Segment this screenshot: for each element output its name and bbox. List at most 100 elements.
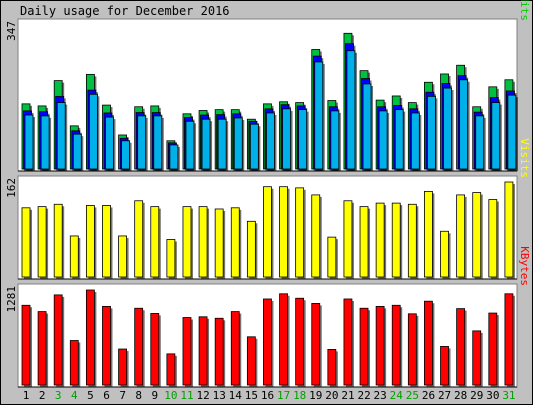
legend-part: Hits <box>518 0 531 21</box>
bar-visits-day-25 <box>407 203 417 278</box>
bar-pages-day-8 <box>137 115 147 170</box>
bar-pages-day-3 <box>56 102 66 170</box>
bar-kbytes-day-17 <box>279 293 288 386</box>
bar-visits-day-12 <box>198 206 208 278</box>
panel-2: 162 Visits <box>5 138 531 280</box>
bar-visits-day-13 <box>214 208 224 278</box>
bar-kbytes-day-11 <box>182 317 192 386</box>
bar-kbytes-day-31 <box>504 293 514 386</box>
panel-3: 1281 KBytes <box>5 246 531 388</box>
y-max-label: 1281 <box>5 286 18 313</box>
bar-pages-day-15 <box>249 123 259 170</box>
bar-kbytes-day-16 <box>263 298 272 386</box>
bar-pages-day-2 <box>40 115 50 170</box>
tick-label-day-5: 5 <box>87 389 94 402</box>
bar-kbytes-day-27 <box>440 346 449 386</box>
tick-label-day-21: 21 <box>341 389 354 402</box>
bar-visits-day-28 <box>456 194 466 278</box>
bar-pages-day-14 <box>233 117 243 170</box>
bar-pages-day-9 <box>153 115 163 170</box>
bar-kbytes-day-1 <box>21 304 31 386</box>
bar-kbytes-day-14 <box>230 311 240 386</box>
bar-visits-day-11 <box>182 206 192 278</box>
bar-kbytes-day-21 <box>343 298 353 386</box>
bar-visits-day-1 <box>21 207 31 278</box>
legend-part: KBytes <box>518 246 531 286</box>
bar-visits-day-29 <box>472 192 482 278</box>
tick-label-day-20: 20 <box>325 389 338 402</box>
bar-kbytes-day-28 <box>456 308 466 386</box>
bar-kbytes-day-15 <box>246 336 256 386</box>
bar-visits-day-17 <box>279 186 288 278</box>
y-max-label: 347 <box>5 21 18 41</box>
bar-pages-day-31 <box>507 94 517 170</box>
bar-visits-day-15 <box>246 220 256 278</box>
bar-pages-day-13 <box>217 118 227 170</box>
tick-label-day-22: 22 <box>357 389 370 402</box>
bar-pages-day-16 <box>266 112 275 170</box>
tick-label-day-19: 19 <box>309 389 322 402</box>
bar-pages-day-4 <box>72 133 82 170</box>
bar-pages-day-11 <box>185 120 195 170</box>
bar-pages-day-10 <box>169 144 179 170</box>
tick-label-day-12: 12 <box>196 389 209 402</box>
bar-visits-day-30 <box>488 199 498 278</box>
bar-pages-day-18 <box>298 109 308 170</box>
tick-label-day-11: 11 <box>180 389 193 402</box>
bar-visits-day-31 <box>504 181 514 278</box>
side-legend-label: KBytes <box>518 246 531 286</box>
bar-kbytes-day-6 <box>102 305 111 386</box>
bar-visits-day-8 <box>134 200 144 278</box>
bar-visits-day-5 <box>85 205 95 278</box>
tick-label-day-2: 2 <box>39 389 46 402</box>
tick-label-day-10: 10 <box>164 389 177 402</box>
bar-kbytes-day-23 <box>375 305 385 386</box>
bar-visits-day-26 <box>424 190 433 278</box>
bar-pages-day-7 <box>121 140 130 170</box>
bar-kbytes-day-29 <box>472 330 482 386</box>
tick-label-day-25: 25 <box>406 389 419 402</box>
bar-pages-day-17 <box>282 108 291 170</box>
bar-kbytes-day-7 <box>118 348 127 386</box>
bar-kbytes-day-18 <box>295 297 305 386</box>
bar-kbytes-day-5 <box>85 289 95 386</box>
tick-label-day-24: 24 <box>390 389 404 402</box>
bar-visits-day-18 <box>295 187 305 278</box>
bar-kbytes-day-20 <box>327 349 337 386</box>
bar-kbytes-day-3 <box>53 294 63 386</box>
tick-label-day-30: 30 <box>486 389 499 402</box>
tick-label-day-26: 26 <box>422 389 435 402</box>
tick-label-day-3: 3 <box>55 389 62 402</box>
bar-visits-day-21 <box>343 200 353 278</box>
tick-label-day-23: 23 <box>374 389 387 402</box>
side-legend-label: Pages/Files/Hits <box>518 0 531 21</box>
tick-label-day-7: 7 <box>119 389 126 402</box>
bar-visits-day-7 <box>118 235 127 278</box>
tick-label-day-13: 13 <box>213 389 226 402</box>
side-legend-label: Visits <box>518 138 531 178</box>
bar-pages-day-1 <box>24 114 34 170</box>
tick-label-day-17: 17 <box>277 389 290 402</box>
bar-pages-day-22 <box>362 83 372 170</box>
tick-label-day-29: 29 <box>470 389 483 402</box>
bar-pages-day-28 <box>459 79 469 170</box>
bar-kbytes-day-19 <box>311 303 321 386</box>
bar-visits-day-16 <box>263 186 272 278</box>
bar-kbytes-day-25 <box>407 313 417 386</box>
bar-pages-day-27 <box>443 87 452 170</box>
bar-pages-day-20 <box>330 110 340 170</box>
bar-pages-day-25 <box>410 112 420 170</box>
bar-pages-day-21 <box>346 50 356 170</box>
bar-kbytes-day-8 <box>134 307 144 386</box>
tick-label-day-16: 16 <box>261 389 274 402</box>
tick-label-day-31: 31 <box>502 389 515 402</box>
bar-kbytes-day-30 <box>488 312 498 386</box>
bar-pages-day-19 <box>314 61 324 170</box>
tick-label-day-8: 8 <box>135 389 142 402</box>
tick-label-day-4: 4 <box>71 389 78 402</box>
panel-1: 347 Pages/Files/Hits <box>5 0 531 172</box>
bar-pages-day-29 <box>475 115 485 170</box>
legend-part: Visits <box>518 138 531 178</box>
